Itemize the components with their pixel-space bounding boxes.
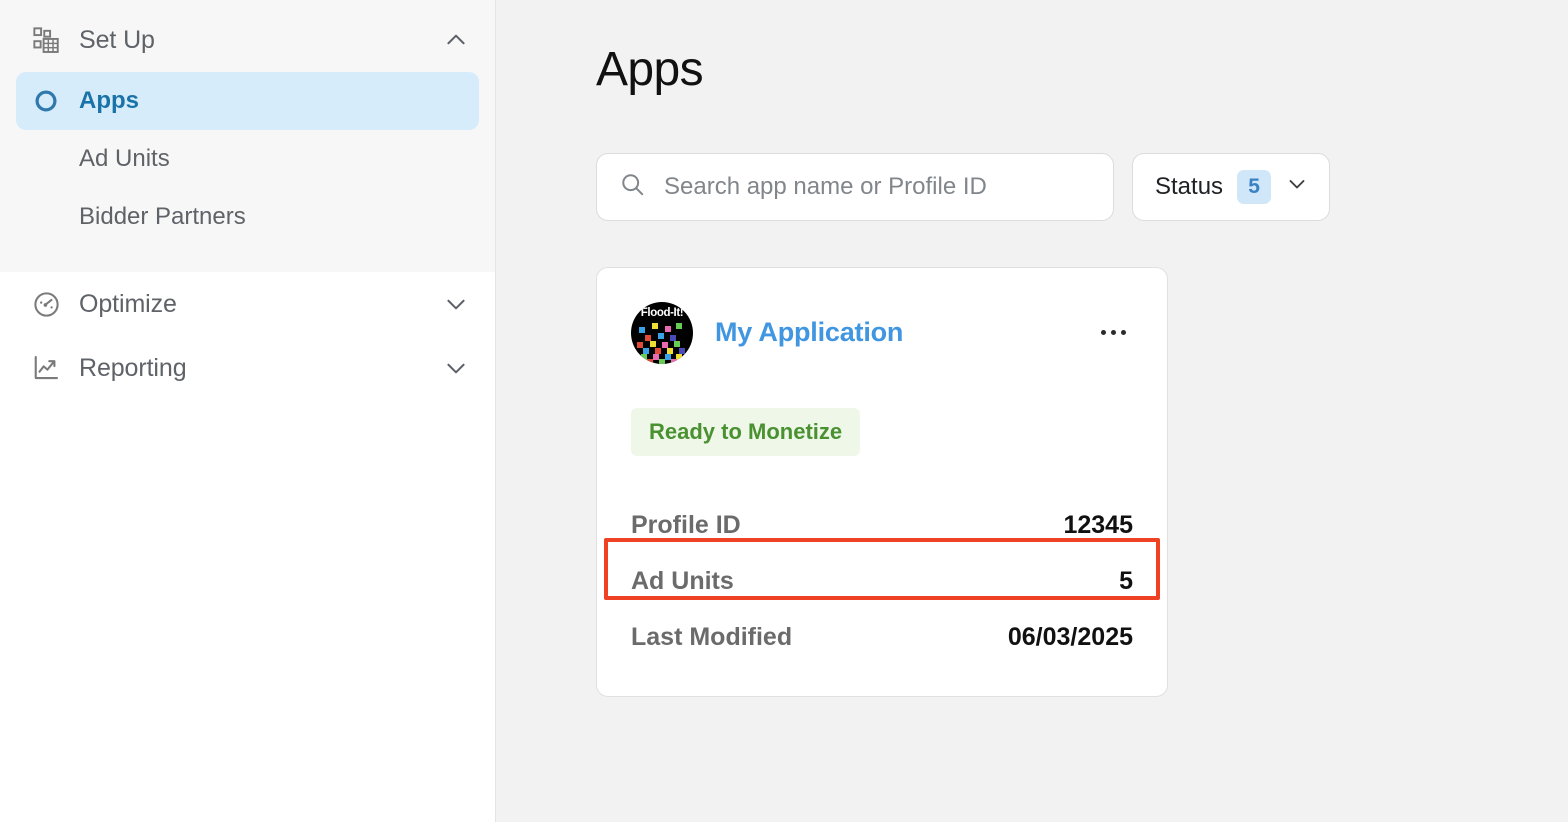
sidebar-group-header-set-up[interactable]: Set Up — [0, 8, 495, 72]
sidebar-group-header-reporting[interactable]: Reporting — [0, 336, 495, 400]
nav-group-optimize: Optimize — [0, 272, 495, 336]
chevron-down-icon[interactable] — [443, 355, 469, 381]
app-detail-list: Profile ID 12345 Ad Units 5 Last Modifie… — [631, 498, 1133, 666]
status-filter-count-badge: 5 — [1237, 169, 1272, 204]
detail-value-last-modified: 06/03/2025 — [1007, 623, 1133, 652]
status-filter-label: Status — [1155, 172, 1224, 200]
kebab-menu-icon[interactable] — [1093, 313, 1133, 353]
sidebar-item-ad-units[interactable]: Ad Units — [16, 130, 479, 188]
sidebar-item-label-ad-units: Ad Units — [79, 145, 170, 172]
search-icon — [619, 171, 646, 203]
sidebar-item-bidder-partners[interactable]: Bidder Partners — [16, 188, 479, 246]
sidebar-item-apps[interactable]: Apps — [16, 72, 479, 130]
gauge-icon — [30, 288, 62, 320]
nav-group-reporting: Reporting — [0, 336, 495, 400]
sidebar-group-label-optimize: Optimize — [79, 289, 177, 318]
kebab-dot — [1120, 330, 1126, 336]
main-content: Apps Status 5 — [496, 0, 1568, 822]
detail-value-profile-id: 12345 — [1063, 511, 1133, 540]
flood-it-app-logo-icon: Flood-It! — [631, 301, 693, 364]
nav-group-set-up: Set Up Apps Ad Units Bidd — [0, 0, 495, 272]
app-logo-wordmark: Flood-It! — [640, 306, 684, 319]
status-badge: Ready to Monetize — [631, 407, 861, 456]
detail-row-last-modified: Last Modified 06/03/2025 — [631, 610, 1133, 666]
detail-row-profile-id: Profile ID 12345 — [631, 498, 1133, 554]
detail-key-profile-id: Profile ID — [631, 511, 741, 540]
app-card-header: Flood-It! — [631, 301, 1133, 364]
search-input[interactable] — [664, 153, 1091, 220]
status-badge-row: Ready to Monetize — [631, 407, 1133, 456]
detail-key-last-modified: Last Modified — [631, 623, 793, 652]
apps-card-list: Flood-It! — [596, 266, 1568, 697]
status-filter-dropdown[interactable]: Status 5 — [1132, 152, 1331, 221]
chevron-down-icon[interactable] — [443, 291, 469, 317]
app-card: Flood-It! — [596, 266, 1168, 697]
sidebar-group-label-reporting: Reporting — [79, 353, 187, 382]
sidebar-item-label-apps: Apps — [79, 87, 139, 114]
app-name-link[interactable]: My Application — [715, 317, 904, 348]
sidebar-group-header-optimize[interactable]: Optimize — [0, 272, 495, 336]
line-chart-arrow-icon — [30, 352, 62, 384]
sidebar-item-label-bidder-partners: Bidder Partners — [79, 203, 246, 230]
chevron-up-icon[interactable] — [443, 27, 469, 53]
kebab-dot — [1100, 330, 1106, 336]
search-box[interactable] — [596, 152, 1114, 221]
detail-row-ad-units: Ad Units 5 — [631, 554, 1133, 610]
sidebar-group-label-set-up: Set Up — [79, 25, 155, 54]
circle-icon — [30, 85, 62, 117]
filters-row: Status 5 — [596, 152, 1568, 221]
page-title: Apps — [596, 43, 704, 96]
chevron-down-icon[interactable] — [1285, 172, 1309, 201]
detail-value-ad-units: 5 — [1119, 567, 1133, 596]
grid-blocks-icon — [30, 24, 62, 56]
sidebar-navigation: Set Up Apps Ad Units Bidd — [0, 0, 496, 822]
kebab-dot — [1110, 330, 1116, 336]
detail-key-ad-units: Ad Units — [631, 567, 734, 596]
